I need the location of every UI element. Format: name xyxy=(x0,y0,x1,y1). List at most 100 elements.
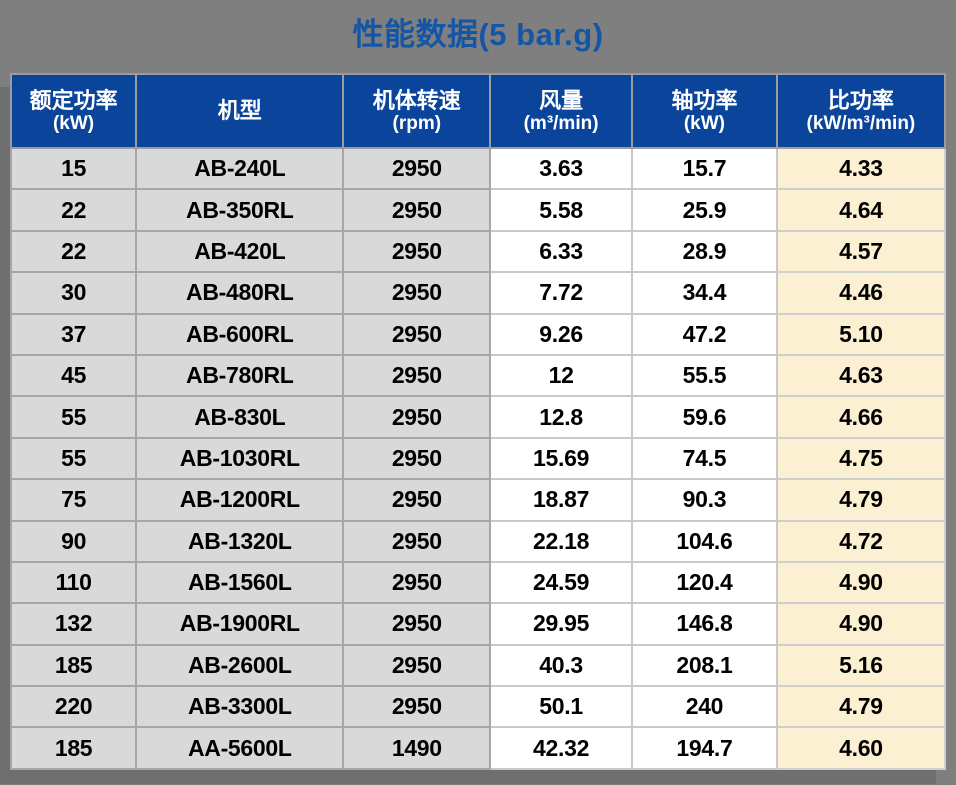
table-cell: 185 xyxy=(9,643,138,688)
header-row: 额定功率 (kW) 机型 机体转速 (rpm) 风量 (m³/min) 轴功率 (kW) 比功率(… xyxy=(9,73,947,149)
table-cell: AB-1560L xyxy=(135,560,345,605)
table-cell: 90.3 xyxy=(631,478,778,522)
table-cell: 30 xyxy=(9,271,138,315)
table-row: 37 AB-600RL 2950 9.26 47.2 5.10 xyxy=(9,312,947,356)
table-cell: 4.60 xyxy=(775,726,947,770)
column-header-2: 机型 xyxy=(135,73,345,149)
table-cell: 4.46 xyxy=(775,271,947,315)
table-row: 45 AB-780RL 2950 12 55.5 4.63 xyxy=(9,353,947,398)
table-cell: 5.58 xyxy=(489,188,634,232)
table-cell: AB-1320L xyxy=(135,519,345,563)
table-cell: AB-780RL xyxy=(135,353,345,398)
table-cell: 4.79 xyxy=(775,685,947,729)
column-header-6: 比功率 (kW/m³/min) xyxy=(775,73,947,149)
table-cell: 4.79 xyxy=(775,478,947,522)
column-unit: (rpm) xyxy=(392,113,442,135)
column-unit: (kW) xyxy=(683,113,726,135)
table-row: 15 AB-240L 2950 3.63 15.7 4.33 xyxy=(9,146,947,191)
table-cell: 5.16 xyxy=(775,643,947,688)
table-cell: 59.6 xyxy=(631,395,778,439)
table-row: 55 AB-1030RL 2950 15.69 74.5 4.75 xyxy=(9,436,947,481)
table-cell: 120.4 xyxy=(631,560,778,605)
column-unit: (m³/min) xyxy=(523,113,599,135)
table-cell: 194.7 xyxy=(631,726,778,770)
column-unit: (kW) xyxy=(52,113,95,135)
table-cell: 132 xyxy=(9,602,138,646)
table-cell: 28.9 xyxy=(631,229,778,274)
table-cell: AB-830L xyxy=(135,395,345,439)
table-row: 185 AA-5600L 1490 42.32 194.7 4.60 xyxy=(9,726,947,770)
table-cell: 4.72 xyxy=(775,519,947,563)
table-cell: 2950 xyxy=(342,271,492,315)
table-cell: 2950 xyxy=(342,685,492,729)
table-cell: AB-1900RL xyxy=(135,602,345,646)
table-cell: 45 xyxy=(9,353,138,398)
table-cell: 2950 xyxy=(342,602,492,646)
table-cell: 4.90 xyxy=(775,560,947,605)
table-cell: 5.10 xyxy=(775,312,947,356)
table-cell: AB-1200RL xyxy=(135,478,345,522)
table-row: 132 AB-1900RL 2950 29.95 146.8 4.90 xyxy=(9,602,947,646)
table-cell: 55 xyxy=(9,395,138,439)
table-row: 90 AB-1320L 2950 22.18 104.6 4.72 xyxy=(9,519,947,563)
table-cell: 2950 xyxy=(342,560,492,605)
table-cell: 4.90 xyxy=(775,602,947,646)
table-cell: 110 xyxy=(9,560,138,605)
table-cell: 34.4 xyxy=(631,271,778,315)
column-header-4: 风量 (m³/min) xyxy=(489,73,634,149)
table-row: 22 AB-350RL 2950 5.58 25.9 4.64 xyxy=(9,188,947,232)
table-cell: 55.5 xyxy=(631,353,778,398)
column-label: 机型 xyxy=(217,98,262,124)
column-label: 比功率 xyxy=(827,87,894,113)
column-label: 风量 xyxy=(539,87,584,113)
table-cell: 12.8 xyxy=(489,395,634,439)
table-row: 30 AB-480RL 2950 7.72 34.4 4.46 xyxy=(9,271,947,315)
table-row: 22 AB-420L 2950 6.33 28.9 4.57 xyxy=(9,229,947,274)
table-cell: 2950 xyxy=(342,188,492,232)
table-cell: AB-2600L xyxy=(135,643,345,688)
table-cell: 4.64 xyxy=(775,188,947,232)
table-cell: 24.59 xyxy=(489,560,634,605)
column-label: 额定功率 xyxy=(29,87,118,113)
table-cell: 2950 xyxy=(342,353,492,398)
table-cell: 1490 xyxy=(342,726,492,770)
table-cell: 15 xyxy=(9,146,138,191)
table-cell: 9.26 xyxy=(489,312,634,356)
table-cell: 4.75 xyxy=(775,436,947,481)
column-header-3: 机体转速 (rpm) xyxy=(342,73,492,149)
table-cell: 104.6 xyxy=(631,519,778,563)
table-header: 额定功率 (kW) 机型 机体转速 (rpm) 风量 (m³/min) 轴功率 (kW) 比功率(… xyxy=(9,73,947,149)
table-cell: 22.18 xyxy=(489,519,634,563)
column-header-5: 轴功率 (kW) xyxy=(631,73,778,149)
table-cell: 4.66 xyxy=(775,395,947,439)
table-row: 75 AB-1200RL 2950 18.87 90.3 4.79 xyxy=(9,478,947,522)
table-cell: 220 xyxy=(9,685,138,729)
table-cell: AB-600RL xyxy=(135,312,345,356)
table-cell: AB-240L xyxy=(135,146,345,191)
table-cell: 2950 xyxy=(342,436,492,481)
table-cell: 2950 xyxy=(342,146,492,191)
table-cell: 25.9 xyxy=(631,188,778,232)
table-cell: 22 xyxy=(9,229,138,274)
table-cell: 74.5 xyxy=(631,436,778,481)
performance-table: 额定功率 (kW) 机型 机体转速 (rpm) 风量 (m³/min) 轴功率 (kW) 比功率(… xyxy=(9,73,947,770)
table-cell: 90 xyxy=(9,519,138,563)
table-cell: 3.63 xyxy=(489,146,634,191)
table-cell: AB-350RL xyxy=(135,188,345,232)
table-cell: AB-480RL xyxy=(135,271,345,315)
table-cell: 4.57 xyxy=(775,229,947,274)
table-row: 110 AB-1560L 2950 24.59 120.4 4.90 xyxy=(9,560,947,605)
table-cell: AB-1030RL xyxy=(135,436,345,481)
table-cell: 29.95 xyxy=(489,602,634,646)
table-cell: 22 xyxy=(9,188,138,232)
table-cell: 2950 xyxy=(342,643,492,688)
column-unit: (kW/m³/min) xyxy=(806,113,916,135)
table-cell: 40.3 xyxy=(489,643,634,688)
table-cell: 2950 xyxy=(342,229,492,274)
table-cell: 146.8 xyxy=(631,602,778,646)
table-body: 15 AB-240L 2950 3.63 15.7 4.33 22 AB-350RL 2950 5… xyxy=(9,146,947,770)
table-cell: 208.1 xyxy=(631,643,778,688)
table-cell: AA-5600L xyxy=(135,726,345,770)
column-header-1: 额定功率 (kW) xyxy=(9,73,138,149)
